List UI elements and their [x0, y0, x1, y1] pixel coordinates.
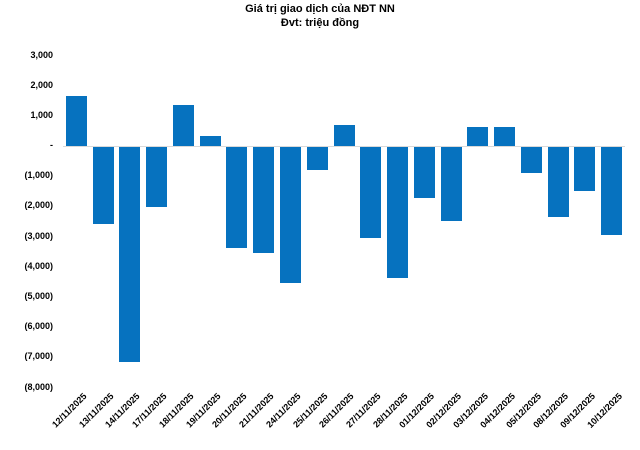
chart-subtitle: Đvt: triệu đồng	[280, 17, 360, 29]
bar	[440, 146, 462, 221]
bar	[172, 105, 194, 146]
y-axis-tick-label: 1,000	[30, 109, 53, 120]
bar	[279, 146, 301, 284]
y-axis-tick-label: (2,000)	[24, 200, 53, 211]
bar	[387, 146, 409, 279]
y-axis-tick-label: (5,000)	[24, 290, 53, 301]
bar	[226, 146, 248, 249]
bar	[65, 96, 87, 146]
bar	[360, 146, 382, 238]
y-axis-tick-label: (7,000)	[24, 351, 53, 362]
bar	[253, 146, 275, 254]
y-axis-tick-label: (6,000)	[24, 321, 53, 332]
bar	[199, 136, 221, 146]
bar	[119, 146, 141, 363]
bar	[92, 146, 114, 225]
bar	[146, 146, 168, 208]
y-axis-tick-label: (8,000)	[24, 381, 53, 392]
y-axis-tick-label: (1,000)	[24, 170, 53, 181]
zero-axis-line	[63, 145, 625, 147]
bar	[306, 146, 328, 170]
bar	[547, 146, 569, 218]
bar	[467, 126, 489, 146]
bar	[333, 124, 355, 146]
y-axis-tick-label: 2,000	[30, 79, 53, 90]
y-axis-tick-label: (3,000)	[24, 230, 53, 241]
bar	[574, 146, 596, 191]
bar	[601, 146, 623, 235]
chart-title: Giá trị giao dịch của NĐT NN	[245, 3, 395, 15]
bar	[520, 146, 542, 174]
bar	[413, 146, 435, 199]
y-axis-tick-label: 3,000	[30, 49, 53, 60]
y-axis-tick-label: -	[50, 140, 53, 151]
y-axis-tick-label: (4,000)	[24, 260, 53, 271]
bar	[494, 126, 516, 146]
